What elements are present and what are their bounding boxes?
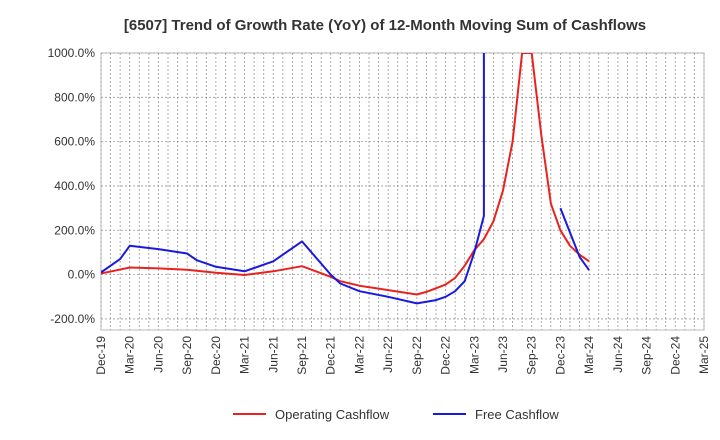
y-tick-label: 0.0% [68, 268, 96, 282]
series-line-free-cashflow [101, 53, 485, 305]
x-tick-label: Mar-20 [123, 336, 137, 374]
series-lines [101, 53, 590, 305]
legend: Operating Cashflow Free Cashflow [233, 407, 559, 422]
series-line-operating-cashflow [101, 53, 590, 296]
x-tick-label: Sep-22 [410, 336, 424, 375]
y-tick-label: 400.0% [54, 179, 95, 193]
x-tick-label: Mar-24 [582, 336, 596, 374]
y-tick-label: 200.0% [54, 223, 95, 237]
legend-label-operating: Operating Cashflow [275, 407, 390, 422]
x-tick-label: Mar-21 [238, 336, 252, 374]
y-tick-label: -200.0% [50, 312, 95, 326]
gridlines [100, 52, 705, 330]
x-tick-label: Mar-22 [352, 336, 366, 374]
chart-title: [6507] Trend of Growth Rate (YoY) of 12-… [124, 17, 646, 34]
x-tick-label: Jun-23 [496, 336, 510, 373]
x-tick-label: Jun-24 [611, 336, 625, 373]
x-tick-label: Jun-22 [381, 336, 395, 373]
x-tick-label: Sep-20 [180, 336, 194, 375]
x-tick-label: Sep-23 [525, 336, 539, 375]
x-tick-label: Jun-20 [151, 336, 165, 373]
y-tick-label: 800.0% [54, 90, 95, 104]
x-axis-ticks: Dec-19 Mar-20 Jun-20 Sep-20 Dec-20 Mar-21 Jun-… [94, 336, 711, 375]
x-tick-label: Dec-19 [94, 336, 108, 375]
x-tick-label: Sep-24 [640, 336, 654, 375]
x-tick-label: Dec-21 [324, 336, 338, 375]
x-tick-label: Dec-22 [439, 336, 453, 375]
x-tick-label: Sep-21 [295, 336, 309, 375]
legend-label-free: Free Cashflow [475, 407, 559, 422]
x-tick-label: Dec-20 [209, 336, 223, 375]
y-tick-label: 600.0% [54, 135, 95, 149]
x-tick-label: Dec-24 [668, 336, 682, 375]
x-tick-label: Jun-21 [266, 336, 280, 373]
x-tick-label: Mar-23 [467, 336, 481, 374]
y-axis-ticks: 1000.0% 800.0% 600.0% 400.0% 200.0% 0.0% -200.… [48, 46, 96, 326]
x-tick-label: Dec-23 [553, 336, 567, 375]
y-tick-label: 1000.0% [48, 46, 96, 60]
x-tick-label: Mar-25 [697, 336, 711, 374]
series-line-free-cashflow [559, 207, 590, 271]
plot-area [100, 52, 705, 331]
